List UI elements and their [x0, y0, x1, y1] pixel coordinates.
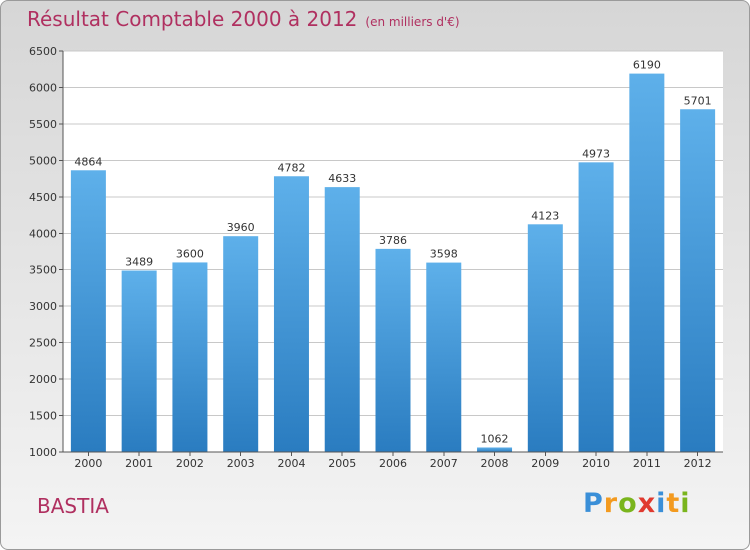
data-label: 5701 [684, 94, 712, 107]
chart-title-block: Résultat Comptable 2000 à 2012 (en millie… [27, 7, 460, 31]
y-tick-label: 1500 [29, 410, 57, 423]
chart-title: Résultat Comptable 2000 à 2012 [27, 7, 358, 31]
x-tick-labels: 2000 2001 2002 2003 2004 2005 2006 2007 2008 2009… [74, 452, 712, 470]
data-label: 3960 [227, 221, 255, 234]
x-tick-label: 2009 [531, 457, 559, 470]
bar [324, 187, 360, 452]
y-tick-label: 6500 [29, 45, 57, 58]
y-tick-label: 3500 [29, 264, 57, 277]
data-label: 4782 [277, 161, 305, 174]
bar [375, 248, 411, 452]
data-label: 4864 [74, 155, 102, 168]
chart-subtitle: (en milliers d'€) [365, 15, 460, 29]
data-label: 3598 [430, 248, 458, 261]
x-tick-label: 2006 [379, 457, 407, 470]
y-tick-label: 4500 [29, 191, 57, 204]
logo-letter: t [666, 488, 681, 519]
y-tick-label: 1000 [29, 446, 57, 459]
bar [578, 162, 614, 452]
x-tick-label: 2007 [430, 457, 458, 470]
y-tick-label: 3000 [29, 300, 57, 313]
x-tick-label: 2003 [227, 457, 255, 470]
logo-letter: x [637, 488, 657, 519]
logo-letter: P [583, 488, 604, 519]
y-tick-label: 2000 [29, 373, 57, 386]
logo-letter: i [656, 488, 667, 519]
x-tick-label: 2012 [684, 457, 712, 470]
bar [629, 73, 665, 453]
bar [426, 262, 462, 452]
data-label: 1062 [481, 432, 509, 445]
data-labels: 4864 3489 3600 3960 4782 4633 3786 3598 1062 4123… [74, 59, 711, 446]
data-label: 4633 [328, 172, 356, 185]
data-label: 6190 [633, 59, 661, 72]
data-label: 4123 [531, 209, 559, 222]
logo-letter: r [603, 488, 619, 519]
x-tick-label: 2000 [74, 457, 102, 470]
x-tick-label: 2011 [633, 457, 661, 470]
x-tick-label: 2010 [582, 457, 610, 470]
x-tick-label: 2001 [125, 457, 153, 470]
data-label: 3786 [379, 234, 407, 247]
y-tick-label: 5500 [29, 118, 57, 131]
data-label: 3489 [125, 256, 153, 269]
bar [477, 447, 513, 452]
bar [70, 170, 106, 452]
y-tick-label: 6000 [29, 81, 57, 94]
data-label: 3600 [176, 247, 204, 260]
logo-letter: i [680, 488, 691, 519]
y-tick-label: 2500 [29, 337, 57, 350]
bar [223, 236, 259, 452]
bar [121, 270, 157, 452]
bars [70, 73, 716, 453]
proxiti-logo: Proxiti [583, 488, 691, 519]
y-tick-labels: 1000 1500 2000 2500 3000 3500 4000 4500 5000 5500… [29, 45, 57, 459]
bar [527, 224, 563, 452]
x-tick-label: 2005 [328, 457, 356, 470]
bar [273, 176, 309, 452]
x-tick-label: 2004 [277, 457, 305, 470]
y-tick-label: 4000 [29, 227, 57, 240]
y-tick-label: 5000 [29, 154, 57, 167]
logo-letter: o [618, 488, 638, 519]
data-label: 4973 [582, 147, 610, 160]
x-tick-label: 2008 [481, 457, 509, 470]
bar [680, 109, 716, 452]
city-name: BASTIA [37, 494, 109, 518]
x-tick-label: 2002 [176, 457, 204, 470]
bar [172, 262, 208, 452]
